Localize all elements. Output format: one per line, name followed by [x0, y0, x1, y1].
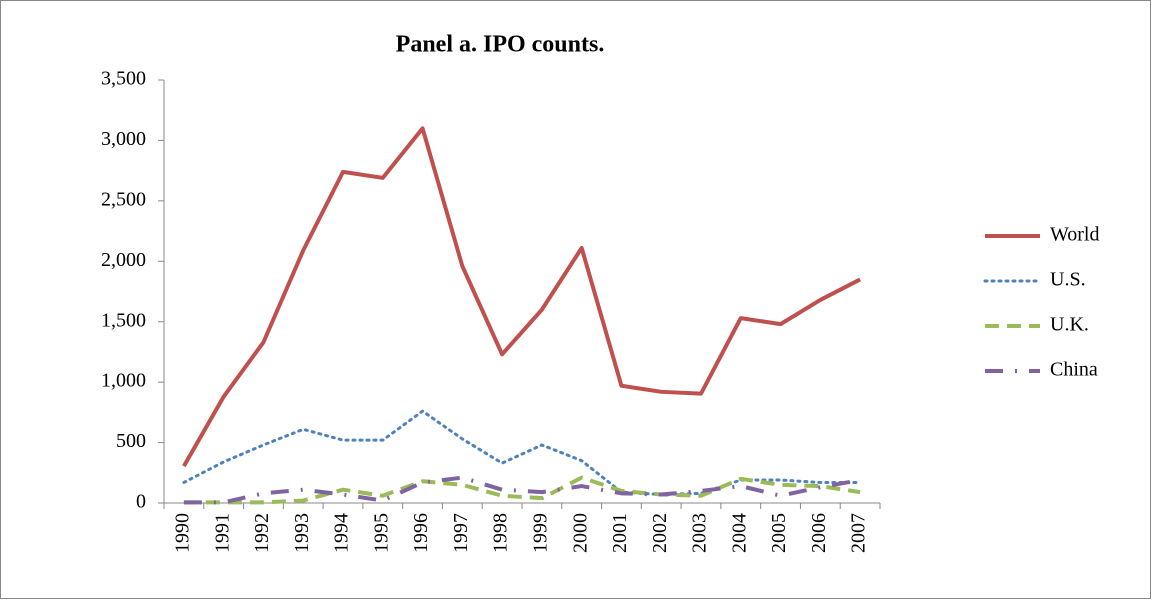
x-tick-label: 2000	[569, 513, 591, 553]
y-tick-label: 3,000	[101, 128, 146, 150]
x-tick-label: 1993	[291, 513, 313, 553]
x-tick-label: 2001	[609, 513, 631, 553]
x-tick-label: 1991	[211, 513, 233, 553]
x-tick-label: 1999	[529, 513, 551, 553]
x-tick-label: 1996	[410, 513, 432, 553]
y-tick-label: 3,500	[101, 68, 146, 90]
series-line	[182, 126, 862, 468]
legend-label: U.S.	[1050, 269, 1086, 291]
x-tick-label: 1994	[331, 513, 353, 553]
x-tick-label: 2003	[689, 513, 711, 553]
legend-label: U.K.	[1050, 314, 1089, 336]
series-line	[182, 409, 862, 497]
legend-label: World	[1050, 224, 1100, 246]
x-tick-label: 2005	[768, 513, 790, 553]
x-tick-label: 1990	[171, 513, 193, 553]
x-tick-label: 1998	[490, 513, 512, 553]
y-tick-label: 0	[136, 491, 146, 513]
y-tick-label: 1,500	[101, 309, 146, 331]
x-tick-label: 1997	[450, 513, 472, 553]
y-tick-label: 1,000	[101, 370, 146, 392]
x-tick-label: 1992	[251, 513, 273, 553]
x-tick-label: 1995	[370, 513, 392, 553]
x-tick-label: 2006	[808, 513, 830, 553]
legend-label: China	[1050, 359, 1098, 381]
y-tick-label: 2,500	[101, 188, 146, 210]
y-tick-label: 500	[116, 430, 146, 452]
x-tick-label: 2004	[728, 513, 750, 553]
x-tick-label: 2002	[649, 513, 671, 553]
series-line	[183, 475, 861, 505]
series-line	[183, 475, 861, 505]
x-tick-label: 2007	[848, 513, 870, 553]
y-tick-label: 2,000	[101, 249, 146, 271]
chart-title: Panel a. IPO counts.	[396, 32, 605, 58]
